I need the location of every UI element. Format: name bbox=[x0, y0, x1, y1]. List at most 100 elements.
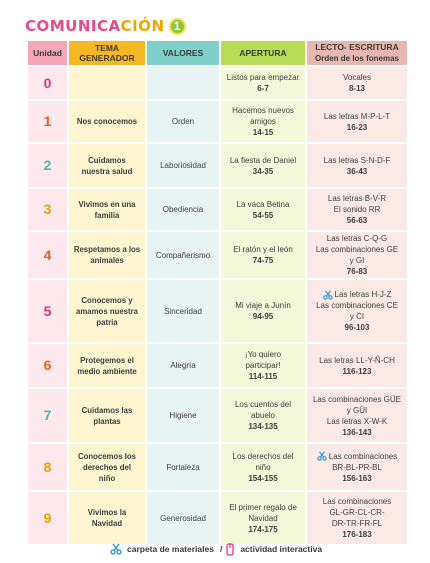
scissors-icon bbox=[317, 451, 327, 462]
table-row: 1 Nos conocemos Orden Hacemos nuevos amigos 1… bbox=[28, 101, 407, 142]
unit-number: 5 bbox=[28, 280, 67, 342]
tema-line: amamos nuestra bbox=[76, 306, 138, 316]
tema-cell: Nos conocemos bbox=[69, 101, 145, 142]
apertura-cell: Mi viaje a Junín 94-95 bbox=[221, 280, 305, 342]
lecto-cell: Las combinaciones GÜE y GÜI Las letras X-W… bbox=[307, 389, 407, 442]
apertura-pages: 154-155 bbox=[248, 473, 278, 483]
lecto-pages: 136-143 bbox=[342, 427, 372, 437]
apertura-cell: La vaca Betina 54-55 bbox=[221, 189, 305, 230]
apertura-pages: 34-35 bbox=[252, 166, 274, 176]
title-part2: CIÓN bbox=[120, 17, 165, 35]
lecto-line: y GÜI bbox=[307, 405, 407, 416]
tema-line: medio ambiente bbox=[77, 366, 137, 376]
tema-line: patria bbox=[96, 317, 118, 327]
lecto-cell: Las letras C-Q-G Las combinaciones GE y GI… bbox=[307, 232, 407, 278]
scissors-icon bbox=[110, 543, 122, 555]
table-row: 5 Conocemos y amamos nuestra patria Sincerid… bbox=[28, 280, 407, 342]
lecto-line: Las combinaciones CE bbox=[307, 300, 407, 311]
header-lecto: LECTO- ESCRITURA Orden de los fonemas bbox=[307, 41, 407, 65]
unit-number: 6 bbox=[28, 344, 67, 387]
lecto-line: GL-GR-CL-CR- bbox=[307, 507, 407, 518]
lecto-line: Las letras X-W-K bbox=[307, 416, 407, 427]
page-title: COMUNICACIÓN 1 bbox=[25, 14, 186, 38]
curriculum-table: Unidad TEMA GENERADOR VALORES APERTURA LE… bbox=[26, 39, 409, 546]
tema-line: Protegemos el bbox=[80, 355, 134, 365]
valor-text: Sinceridad bbox=[164, 306, 202, 316]
apertura-line: El ratón y el león bbox=[233, 245, 293, 254]
legend-interactive: actividad interactiva bbox=[240, 544, 323, 554]
unit-number-text: 5 bbox=[43, 302, 52, 319]
table-row: 8 Conocemos los derechos del niño Fortaleza L… bbox=[28, 444, 407, 490]
valor-cell: Laboriosidad bbox=[147, 144, 219, 187]
lecto-line-text: Las letras H-J-Z bbox=[334, 290, 392, 299]
apertura-line: abuelo bbox=[250, 411, 276, 420]
lecto-pages: 156-163 bbox=[342, 473, 372, 483]
title-part1: COMUNICA bbox=[25, 17, 121, 35]
header-apertura: APERTURA bbox=[221, 41, 305, 65]
lecto-line: DR-TR-FR-FL bbox=[307, 518, 407, 529]
lecto-line-text: y GÜI bbox=[346, 405, 368, 415]
lecto-cell: Las letras M-P-L-T 16-23 bbox=[307, 101, 407, 142]
lecto-line-text: Las letras M-P-L-T bbox=[323, 111, 391, 121]
unit-number-text: 2 bbox=[43, 157, 52, 173]
apertura-line: Hacemos nuevos bbox=[232, 106, 294, 115]
legend: carpeta de materiales / actividad intera… bbox=[110, 541, 325, 557]
scissors-icon bbox=[322, 290, 333, 300]
apertura-line: Listos para empezar bbox=[226, 73, 300, 82]
unit-number: 1 bbox=[28, 101, 67, 142]
lecto-line: Las combinaciones bbox=[307, 496, 407, 507]
tema-line: familia bbox=[94, 210, 120, 220]
unit-number: 8 bbox=[28, 444, 67, 490]
lecto-pages: 8-13 bbox=[348, 84, 365, 93]
tema-cell: Cuidamos nuestra salud bbox=[69, 144, 145, 187]
lecto-pages: 116-123 bbox=[342, 366, 372, 376]
lecto-line: Las letras H-J-Z bbox=[307, 289, 407, 300]
lecto-cell: Las combinaciones GL-GR-CL-CR- DR-TR-FR-FL… bbox=[307, 492, 407, 544]
unit-number-text: 1 bbox=[43, 113, 52, 129]
apertura-cell: El ratón y el león 74-75 bbox=[221, 232, 305, 278]
title-text: COMUNICACIÓN bbox=[25, 17, 165, 35]
tema-line: Navidad bbox=[91, 519, 123, 528]
apertura-pages: 54-55 bbox=[252, 210, 274, 220]
valor-text: Higiene bbox=[169, 411, 197, 420]
lecto-line-text: GL-GR-CL-CR- bbox=[329, 508, 385, 517]
lecto-pages: 16-23 bbox=[346, 122, 368, 132]
interactive-activity-icon bbox=[226, 542, 234, 556]
apertura-line: El primer regalo de bbox=[229, 502, 297, 512]
apertura-line: La vaca Betina bbox=[236, 199, 290, 209]
lecto-line: Vocales bbox=[307, 72, 407, 83]
table-row: 7 Cuidamos las plantas Higiene Los cuentos d… bbox=[28, 389, 407, 442]
header-lecto-line1: LECTO- ESCRITURA bbox=[315, 42, 399, 52]
tema-line: derechos del bbox=[82, 462, 132, 472]
header-valores: VALORES bbox=[147, 41, 219, 65]
tema-line: animales bbox=[90, 256, 124, 265]
lecto-line: Las letras M-P-L-T bbox=[307, 111, 407, 122]
apertura-line: Mi viaje a Junín bbox=[235, 301, 291, 310]
valor-text: Laboriosidad bbox=[160, 161, 206, 170]
tema-line: Conocemos los bbox=[77, 451, 137, 461]
tema-cell bbox=[69, 67, 145, 99]
apertura-line: ¡Yo quiero bbox=[244, 350, 282, 359]
tema-cell: Respetamos a los animales bbox=[69, 232, 145, 278]
table-row: 3 Vivimos en una familia Obediencia La vaca … bbox=[28, 189, 407, 230]
lecto-line-text: Las letras X-W-K bbox=[326, 416, 388, 426]
tema-line: Cuidamos bbox=[88, 155, 126, 165]
unit-number: 4 bbox=[28, 232, 67, 278]
lecto-cell: Las letras S-N-D-F 36-43 bbox=[307, 144, 407, 187]
lecto-line-text: Las letras LL-Y-Ñ-CH bbox=[319, 355, 395, 365]
lecto-cell: Las letras H-J-Z Las combinaciones CE y CI… bbox=[307, 280, 407, 342]
lecto-line-text: DR-TR-FR-FL bbox=[331, 519, 383, 528]
apertura-line: participar! bbox=[245, 361, 281, 370]
lecto-line: Las letras C-Q-G bbox=[307, 233, 407, 244]
lecto-pages: 96-103 bbox=[344, 323, 370, 332]
valor-text: Obediencia bbox=[162, 205, 204, 214]
tema-line: nuestra salud bbox=[81, 166, 133, 176]
tema-line: Respetamos a los bbox=[73, 245, 141, 254]
apertura-line: Navidad bbox=[248, 513, 278, 523]
lecto-line-text: Las combinaciones bbox=[322, 497, 392, 506]
lecto-line: Las combinaciones GE bbox=[307, 244, 407, 255]
unit-number: 0 bbox=[28, 67, 67, 99]
unit-number-text: 3 bbox=[43, 201, 52, 217]
legend-materials: carpeta de materiales bbox=[127, 544, 214, 554]
valor-text: Orden bbox=[171, 117, 195, 126]
